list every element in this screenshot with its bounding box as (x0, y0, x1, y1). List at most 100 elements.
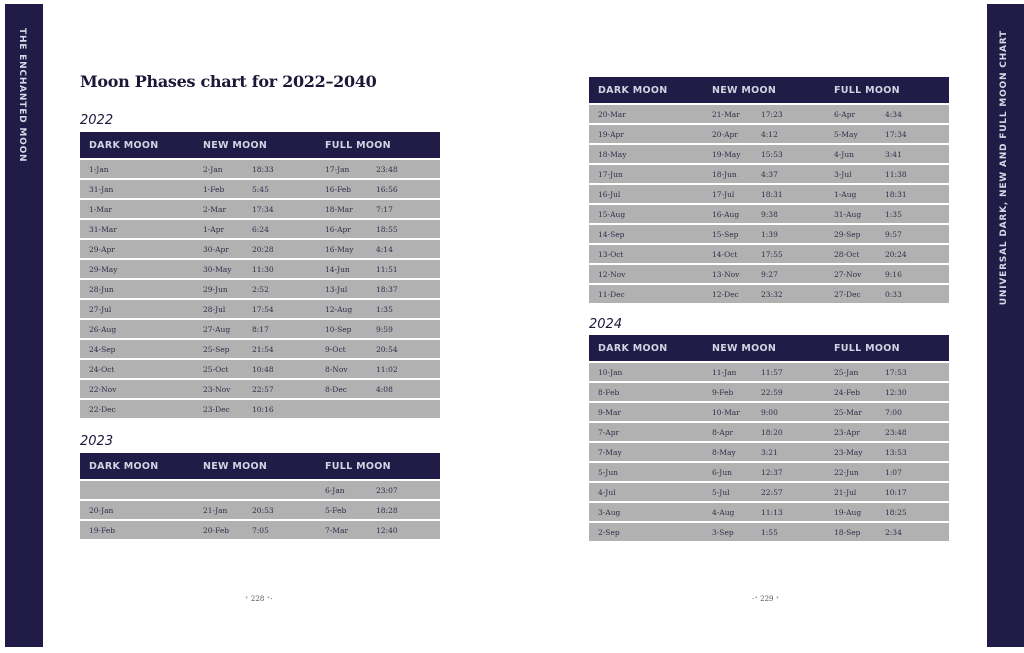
new-moon-date: 15-Sep (712, 230, 739, 239)
full-moon-time: 7:17 (376, 205, 393, 214)
full-moon-time: 17:34 (885, 130, 907, 139)
new-moon-date: 18-Jun (712, 170, 737, 179)
new-moon-date: 10-Mar (712, 408, 740, 417)
table-row: 2-Sep 3-Sep 1:55 18-Sep 2:34 (589, 523, 949, 541)
header-full-moon: FULL MOON (325, 461, 391, 472)
new-moon-date: 20-Apr (712, 130, 738, 139)
header-new-moon: NEW MOON (712, 343, 777, 354)
table-row: 4-Jul 5-Jul 22:57 21-Jul 10:17 (589, 483, 949, 501)
new-moon-date: 16-Aug (712, 210, 740, 219)
full-moon-date: 9-Oct (325, 345, 346, 354)
full-moon-date: 1-Aug (834, 190, 857, 199)
header-new-moon: NEW MOON (712, 85, 777, 96)
new-moon-time: 9:27 (761, 270, 778, 279)
left-band-title: THE ENCHANTED MOON (17, 28, 27, 163)
dark-moon-date: 19-Feb (89, 526, 116, 535)
header-new-moon: NEW MOON (203, 140, 268, 151)
dark-moon-date: 10-Jan (598, 368, 623, 377)
table-row: 7-May 8-May 3:21 23-May 13:53 (589, 443, 949, 461)
new-moon-time: 9:38 (761, 210, 778, 219)
new-moon-date: 2-Jan (203, 165, 223, 174)
full-moon-time: 4:08 (376, 385, 393, 394)
dark-moon-date: 29-May (89, 265, 118, 274)
dark-moon-date: 5-Jun (598, 468, 618, 477)
new-moon-time: 18:33 (252, 165, 274, 174)
full-moon-date: 27-Nov (834, 270, 862, 279)
full-moon-date: 18-Sep (834, 528, 861, 537)
table-row: 15-Aug 16-Aug 9:38 31-Aug 1:35 (589, 205, 949, 223)
new-moon-time: 4:37 (761, 170, 778, 179)
table-row: 31-Jan 1-Feb 5:45 16-Feb 16:56 (80, 180, 440, 198)
new-moon-date: 17-Jul (712, 190, 735, 199)
new-moon-date: 8-Apr (712, 428, 734, 437)
table-row: 20-Mar 21-Mar 17:23 6-Apr 4:34 (589, 105, 949, 123)
table-row: 12-Nov 13-Nov 9:27 27-Nov 9:16 (589, 265, 949, 283)
dark-moon-date: 29-Apr (89, 245, 115, 254)
full-moon-date: 18-Mar (325, 205, 353, 214)
dark-moon-date: 26-Aug (89, 325, 117, 334)
full-moon-time: 2:34 (885, 528, 902, 537)
new-moon-date: 3-Sep (712, 528, 734, 537)
new-moon-time: 20:53 (252, 506, 274, 515)
full-moon-date: 29-Sep (834, 230, 861, 239)
full-moon-date: 27-Dec (834, 290, 861, 299)
table-row: 24-Oct 25-Oct 10:48 8-Nov 11:02 (80, 360, 440, 378)
dark-moon-date: 17-Jun (598, 170, 623, 179)
new-moon-time: 21:54 (252, 345, 274, 354)
table-row: 26-Aug 27-Aug 8:17 10-Sep 9:59 (80, 320, 440, 338)
new-moon-time: 22:57 (761, 488, 783, 497)
dark-moon-date: 28-Jun (89, 285, 114, 294)
moon-table-2023-continued: DARK MOON NEW MOON FULL MOON 20-Mar 21-Mar 17… (589, 77, 949, 303)
page-number-left: ⁺ 228 ⁺· (245, 595, 273, 603)
dark-moon-date: 11-Dec (598, 290, 625, 299)
full-moon-date: 8-Nov (325, 365, 348, 374)
full-moon-time: 7:00 (885, 408, 902, 417)
dark-moon-date: 7-May (598, 448, 622, 457)
dark-moon-date: 14-Sep (598, 230, 625, 239)
dark-moon-date: 22-Nov (89, 385, 117, 394)
dark-moon-date: 8-Feb (598, 388, 620, 397)
full-moon-time: 17:53 (885, 368, 907, 377)
new-moon-time: 1:55 (761, 528, 778, 537)
full-moon-time: 18:55 (376, 225, 398, 234)
dark-moon-date: 18-May (598, 150, 627, 159)
new-moon-date: 27-Aug (203, 325, 231, 334)
new-moon-time: 3:21 (761, 448, 778, 457)
full-moon-date: 5-May (834, 130, 858, 139)
new-moon-date: 8-May (712, 448, 736, 457)
full-moon-date: 6-Apr (834, 110, 856, 119)
new-moon-date: 25-Oct (203, 365, 229, 374)
new-moon-date: 23-Dec (203, 405, 230, 414)
full-moon-date: 21-Jul (834, 488, 857, 497)
dark-moon-date: 24-Oct (89, 365, 115, 374)
header-dark-moon: DARK MOON (89, 140, 159, 151)
table-row: 31-Mar 1-Apr 6:24 16-Apr 18:55 (80, 220, 440, 238)
full-moon-time: 1:35 (376, 305, 393, 314)
table-row: 14-Sep 15-Sep 1:39 29-Sep 9:57 (589, 225, 949, 243)
table-row: 22-Nov 23-Nov 22:57 8-Dec 4:08 (80, 380, 440, 398)
new-moon-time: 22:57 (252, 385, 274, 394)
dark-moon-date: 3-Aug (598, 508, 621, 517)
full-moon-date: 22-Jun (834, 468, 859, 477)
table-row: 5-Jun 6-Jun 12:37 22-Jun 1:07 (589, 463, 949, 481)
full-moon-date: 16-Apr (325, 225, 351, 234)
full-moon-time: 20:24 (885, 250, 907, 259)
full-moon-time: 12:40 (376, 526, 398, 535)
dark-moon-date: 31-Mar (89, 225, 117, 234)
new-moon-time: 12:37 (761, 468, 783, 477)
header-new-moon: NEW MOON (203, 461, 268, 472)
new-moon-date: 30-Apr (203, 245, 229, 254)
full-moon-date: 31-Aug (834, 210, 862, 219)
full-moon-date: 13-Jul (325, 285, 348, 294)
full-moon-time: 18:25 (885, 508, 907, 517)
new-moon-date: 21-Jan (203, 506, 228, 515)
new-moon-date: 1-Feb (203, 185, 225, 194)
table-row: 6-Jan 23:07 (80, 481, 440, 499)
full-moon-time: 0:33 (885, 290, 902, 299)
full-moon-time: 23:48 (376, 165, 398, 174)
new-moon-time: 9:00 (761, 408, 778, 417)
full-moon-time: 18:31 (885, 190, 907, 199)
new-moon-date: 5-Jul (712, 488, 730, 497)
table-row: 22-Dec 23-Dec 10:16 (80, 400, 440, 418)
table-row: 7-Apr 8-Apr 18:20 23-Apr 23:48 (589, 423, 949, 441)
